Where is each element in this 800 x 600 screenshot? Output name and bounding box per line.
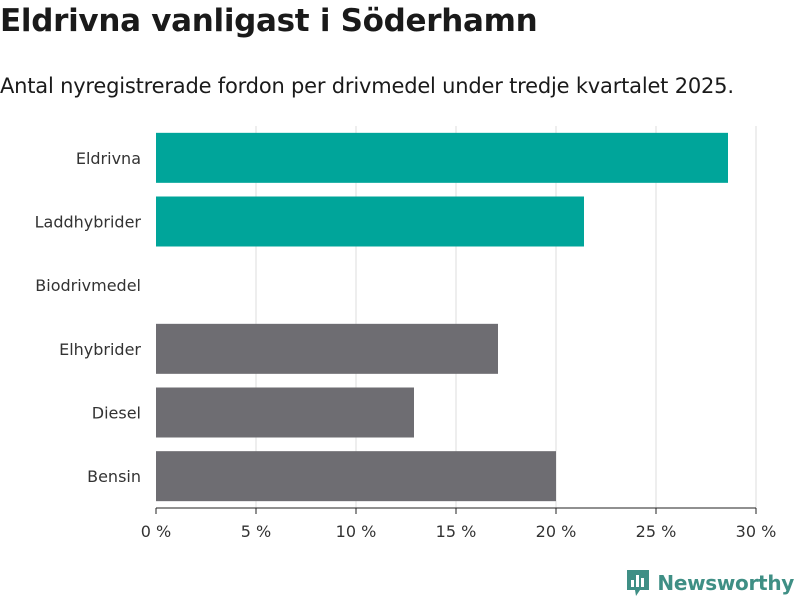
category-label: Elhybrider [59, 340, 141, 359]
brand-name: Newsworthy [657, 571, 794, 595]
grid-lines [255, 126, 757, 508]
x-tick-label: 25 % [636, 522, 677, 541]
x-tick-label: 5 % [241, 522, 271, 541]
bar-bensin [156, 451, 556, 502]
x-axis: 0 % 5 % 10 % 15 % 20 % 25 % 30 % [141, 507, 777, 541]
bar-diesel [156, 387, 414, 438]
x-tick-label: 0 % [141, 522, 171, 541]
bars [156, 132, 728, 502]
bar-eldrivna [156, 132, 728, 183]
category-label: Eldrivna [76, 149, 141, 168]
bar-chart-logo-icon [627, 570, 650, 596]
category-label: Bensin [87, 467, 141, 486]
chart-title: Eldrivna vanligast i Söderhamn [0, 3, 538, 39]
brand-logo: Newsworthy [625, 568, 794, 598]
chart-subtitle: Antal nyregistrerade fordon per drivmede… [0, 74, 734, 98]
x-tick-label: 15 % [436, 522, 477, 541]
x-tick-label: 20 % [536, 522, 577, 541]
bar-elhybrider [156, 323, 498, 374]
x-tick-label: 30 % [736, 522, 777, 541]
x-tick-label: 10 % [336, 522, 377, 541]
category-label: Biodrivmedel [35, 276, 141, 295]
category-label: Laddhybrider [35, 213, 142, 232]
category-labels: Eldrivna Laddhybrider Biodrivmedel Elhybrid… [35, 149, 142, 486]
bar-laddhybrider [156, 196, 584, 247]
category-label: Diesel [92, 404, 141, 423]
